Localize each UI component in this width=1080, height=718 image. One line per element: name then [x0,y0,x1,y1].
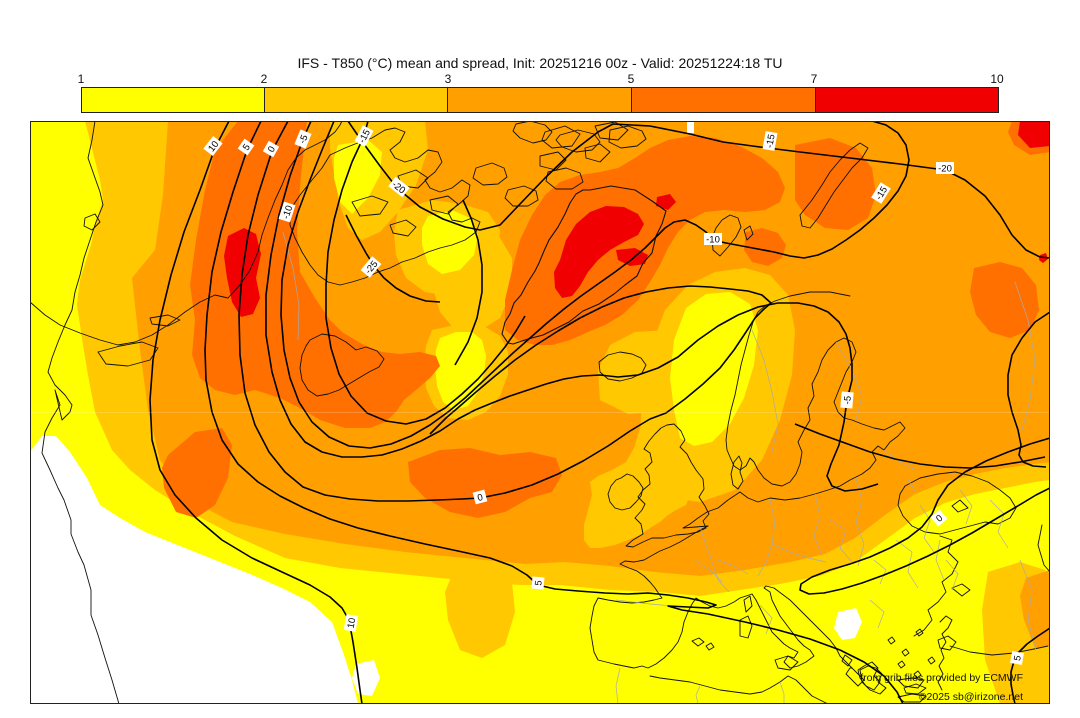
svg-text:©2025 sb@irizone.net: ©2025 sb@irizone.net [919,691,1023,703]
svg-text:-10: -10 [281,204,296,220]
svg-text:0: 0 [934,513,945,525]
svg-text:-5: -5 [297,133,310,145]
svg-text:-10: -10 [706,235,720,246]
svg-text:5: 5 [241,142,253,153]
svg-text:10: 10 [346,617,359,629]
svg-text:-20: -20 [938,164,952,175]
svg-text:5: 5 [533,580,544,586]
svg-text:0: 0 [266,144,278,154]
svg-text:from grib files provided by EC: from grib files provided by ECMWF [860,672,1023,684]
svg-text:5: 5 [1012,655,1024,662]
svg-text:0: 0 [476,492,484,504]
svg-text:-15: -15 [764,133,777,148]
svg-text:-5: -5 [842,395,854,404]
